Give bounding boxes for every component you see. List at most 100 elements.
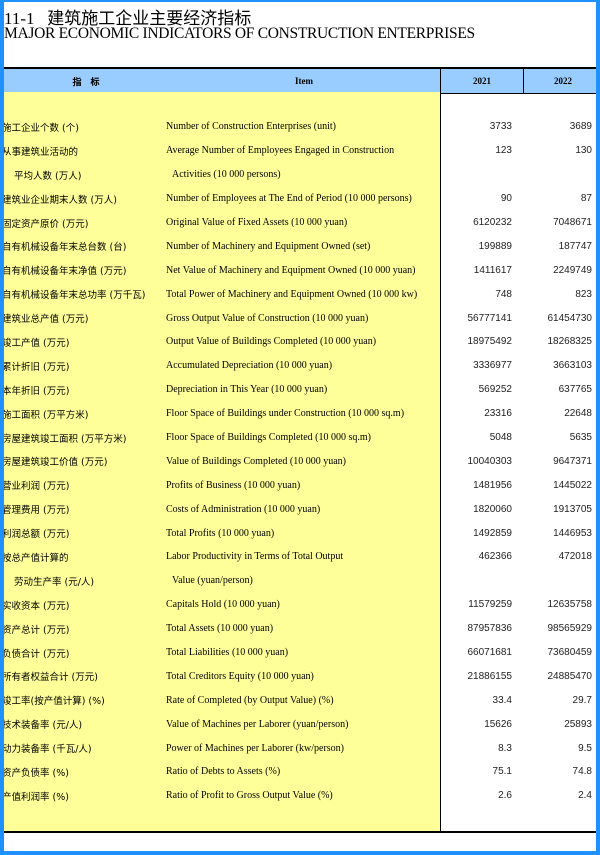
row-label-cn: 按总产值计算的: [2, 552, 69, 564]
value-2022: 24885470: [547, 670, 593, 682]
value-2022: 12635758: [547, 599, 593, 611]
value-2022: 1446953: [553, 527, 592, 539]
value-2022: 29.7: [572, 694, 592, 706]
row-label-cn: 自有机械设备年末总台数 (台): [2, 242, 127, 254]
value-2022: 1445022: [553, 479, 592, 491]
table-row: 自有机械设备年末总台数 (台) Number of Machinery and E…: [2, 234, 596, 258]
value-2021: 56777141: [467, 312, 513, 324]
row-label-cn: 从事建筑业活动的: [2, 146, 79, 158]
row-label-cn: 实收资本 (万元): [2, 600, 70, 612]
value-2021: 1492859: [473, 527, 512, 539]
table-row: 营业利润 (万元) Profits of Business (10 000 yua…: [4, 473, 596, 497]
header-indicator-cn: 指 标: [72, 76, 100, 87]
value-2021: 123: [495, 145, 512, 157]
row-label-en: Value (yuan/person): [172, 575, 253, 587]
value-2022: 98565929: [547, 623, 593, 635]
value-2021: 569252: [478, 384, 512, 396]
row-label-cn: 累计折旧 (万元): [2, 361, 70, 373]
table-row: 施工企业个数 (个) Number of Construction Enterpr…: [4, 115, 596, 139]
header-item: Item: [295, 76, 313, 86]
row-label-en: Accumulated Depreciation (10 000 yuan): [166, 360, 333, 372]
row-label-en: Labor Productivity in Terms of Total Out…: [166, 551, 344, 563]
value-2021: 18975492: [467, 336, 513, 348]
value-2021: 15626: [484, 718, 512, 730]
table-row: 从事建筑业活动的 Average Number of Employees Enga…: [2, 139, 596, 163]
value-2021: 1411617: [473, 264, 512, 276]
value-2022: 5635: [569, 432, 592, 444]
row-label-cn: 技术装备率 (元/人): [2, 720, 83, 732]
row-label-en: Number of Machinery and Equipment Owned …: [166, 240, 371, 252]
row-label-en: Gross Output Value of Construction (10 0…: [166, 312, 369, 324]
table-row: 建筑业总产值 (万元) Gross Output Value of Constru…: [4, 306, 596, 330]
value-2021: 5048: [489, 432, 512, 444]
table-row: 自有机械设备年末净值 (万元) Net Value of Machinery an…: [2, 258, 596, 282]
value-2021: 21886155: [467, 670, 513, 682]
table-row: 本年折旧 (万元) Depreciation in This Year (10 0…: [2, 378, 596, 402]
table-header: 指 标 Item 2021 2022: [4, 67, 596, 94]
value-2021: 33.4: [492, 694, 512, 706]
value-2022: 25893: [564, 718, 592, 730]
value-2022: 187747: [558, 240, 592, 252]
value-2021: 8.3: [498, 742, 512, 754]
row-label-en: Output Value of Buildings Completed (10 …: [166, 336, 377, 348]
row-label-cn: 管理费用 (万元): [2, 505, 70, 517]
row-label-cn: 竣工率(按产值计算) (%): [2, 696, 105, 708]
table-row: 负债合计 (万元) Total Liabilities (10 000 yuan)…: [4, 641, 596, 665]
value-2021: 75.1: [492, 766, 512, 778]
table-row: 产值利润率 (%) Ratio of Profit to Gross Output…: [2, 784, 596, 808]
value-2021: 2.6: [498, 790, 512, 802]
row-label-cn: 所有者权益合计 (万元): [2, 672, 98, 684]
value-2022: 130: [575, 145, 592, 157]
table-row: 施工面积 (万平方米) Floor Space of Buildings unde…: [2, 402, 596, 426]
row-label-cn: 施工面积 (万平方米): [2, 409, 89, 421]
value-2021: 23316: [484, 408, 512, 420]
row-label-cn: 本年折旧 (万元): [2, 385, 70, 397]
row-label-cn: 房屋建筑竣工价值 (万元): [2, 457, 108, 469]
row-label-en: Floor Space of Buildings under Construct…: [166, 408, 405, 420]
title-chinese: 11-1 建筑施工企业主要经济指标: [4, 9, 252, 28]
row-label-cn: 房屋建筑竣工面积 (万平方米): [2, 433, 127, 445]
row-label-cn: 产值利润率 (%): [2, 791, 69, 803]
value-2022: 74.8: [572, 766, 592, 778]
row-label-cn: 资产总计 (万元): [2, 624, 70, 636]
table-row: 建筑业企业期末人数 (万人) Number of Employees at The…: [4, 187, 596, 211]
row-label-en: Value of Machines per Laborer (yuan/pers…: [166, 718, 349, 730]
row-label-cn: 劳动生产率 (元/人): [14, 576, 95, 588]
row-label-en: Ratio of Profit to Gross Output Value (%…: [166, 790, 333, 802]
row-label-en: Average Number of Employees Engaged in C…: [166, 145, 395, 157]
value-2021: 1820060: [473, 503, 512, 515]
table-row: 按总产值计算的 Labor Productivity in Terms of To…: [2, 545, 596, 569]
table-row: 实收资本 (万元) Capitals Hold (10 000 yuan) 1157…: [2, 593, 596, 617]
row-label-cn: 自有机械设备年末净值 (万元): [2, 266, 127, 278]
table-row: 竣工率(按产值计算) (%) Rate of Completed (by Outp…: [2, 688, 596, 712]
table-body: 施工企业个数 (个) Number of Construction Enterpr…: [2, 92, 596, 833]
value-2021: 748: [495, 288, 512, 300]
row-label-en: Total Assets (10 000 yuan): [166, 623, 274, 635]
row-label-en: Profits of Business (10 000 yuan): [166, 479, 301, 491]
value-2021: 10040303: [467, 455, 513, 467]
row-label-en: Depreciation in This Year (10 000 yuan): [166, 384, 328, 396]
table-row: 劳动生产率 (元/人) Value (yuan/person): [4, 569, 596, 593]
value-2022: 3689: [569, 121, 592, 133]
value-2021: 11579259: [468, 599, 512, 611]
row-label-en: Total Liabilities (10 000 yuan): [166, 647, 289, 659]
table-row: 累计折旧 (万元) Accumulated Depreciation (10 00…: [2, 354, 596, 378]
row-label-en: Rate of Completed (by Output Value) (%): [166, 694, 334, 706]
value-2021: 3733: [489, 121, 512, 133]
value-2022: 823: [575, 288, 592, 300]
table-row: 管理费用 (万元) Costs of Administration (10 000…: [2, 497, 596, 521]
row-label-en: Net Value of Machinery and Equipment Own…: [166, 264, 416, 276]
row-label-cn: 固定资产原价 (万元): [2, 218, 89, 230]
value-2022: 9647371: [553, 455, 592, 467]
row-label-en: Number of Employees at The End of Period…: [166, 193, 412, 205]
row-label-en: Power of Machines per Laborer (kw/person…: [166, 742, 344, 754]
row-label-en: Capitals Hold (10 000 yuan): [166, 599, 280, 611]
value-2022: 18268325: [547, 336, 593, 348]
value-2022: 2.4: [578, 790, 592, 802]
table-row: 利润总额 (万元) Total Profits (10 000 yuan) 1492…: [4, 521, 596, 545]
row-label-en: Costs of Administration (10 000 yuan): [166, 503, 321, 515]
table-row: 所有者权益合计 (万元) Total Creditors Equity (10 0…: [2, 664, 596, 688]
row-label-en: Total Creditors Equity (10 000 yuan): [166, 670, 314, 682]
value-2022: 2249749: [553, 264, 592, 276]
